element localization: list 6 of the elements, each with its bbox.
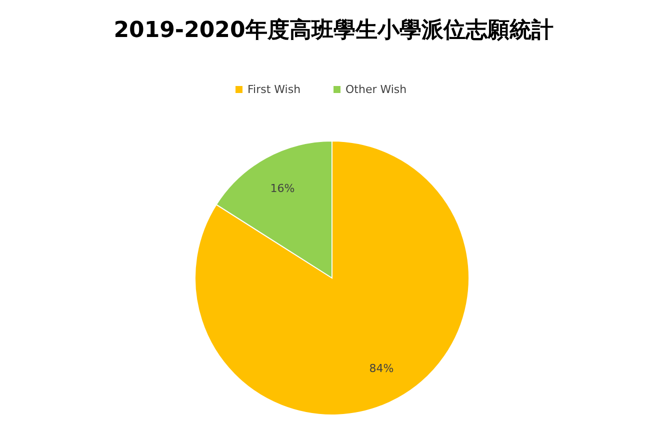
pie-slice (194, 140, 470, 416)
legend-label: First Wish (248, 83, 301, 96)
data-label: 16% (270, 182, 295, 195)
chart-title: 2019-2020年度高班學生小學派位志願統計 (114, 17, 554, 43)
data-label: 84% (369, 362, 394, 376)
legend-label: Other Wish (346, 83, 407, 96)
